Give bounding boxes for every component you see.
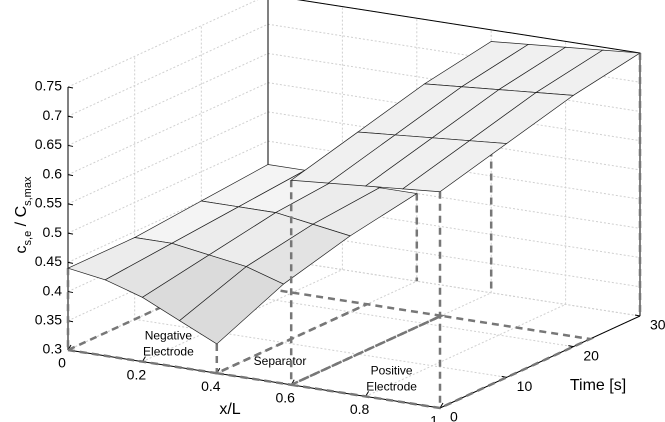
z-tick — [67, 115, 74, 118]
y-tick-label: 10 — [517, 378, 533, 394]
grid-line — [365, 303, 566, 397]
z-tick-label: 0.45 — [35, 253, 62, 269]
surface-patch — [178, 266, 285, 345]
region-label: Negative — [145, 329, 193, 343]
region-label: Separator — [254, 354, 307, 368]
x-tick-label: 1 — [430, 413, 438, 422]
grid-line — [67, 228, 269, 322]
z-tick-label: 0.5 — [43, 224, 63, 240]
grid-line — [67, 140, 269, 234]
grid-line — [67, 82, 269, 176]
y-tick-label: 0 — [450, 409, 458, 422]
grid-line — [267, 257, 641, 317]
z-tick — [67, 86, 74, 89]
axis-line — [439, 315, 641, 409]
z-axis-label-part: s,e — [22, 231, 34, 246]
z-tick-label: 0.35 — [35, 311, 62, 327]
grid-line — [134, 318, 507, 378]
axis-line — [296, 0, 641, 54]
z-axis-label: cs,e / Cs,max — [13, 176, 34, 253]
z-axis-label-part: / C — [13, 206, 30, 231]
z-tick — [67, 203, 74, 206]
x-tick-label: 0 — [58, 355, 66, 371]
y-tick — [634, 314, 641, 317]
z-tick-label: 0.65 — [35, 136, 62, 152]
x-tick — [439, 402, 444, 409]
y-axis-label: Time [s] — [570, 377, 626, 394]
grid-line — [67, 23, 269, 117]
grid-line — [67, 52, 269, 146]
grid-line — [201, 288, 574, 348]
region-label: Electrode — [366, 380, 417, 394]
z-tick-label: 0.55 — [35, 195, 62, 211]
region-label: Positive — [371, 364, 413, 378]
grid-line — [67, 169, 269, 263]
grid-line — [67, 111, 269, 205]
x-axis-label: x/L — [219, 401, 240, 418]
y-tick-label: 30 — [650, 317, 665, 333]
grid-line — [267, 169, 641, 229]
y-tick-label: 20 — [583, 347, 599, 363]
x-tick-label: 0.6 — [275, 390, 295, 406]
z-tick-label: 0.4 — [43, 282, 63, 298]
x-tick-label: 0.8 — [350, 401, 370, 417]
x-tick-label: 0.4 — [201, 378, 221, 394]
region-label: Electrode — [143, 345, 194, 359]
z-tick-label: 0.6 — [43, 165, 63, 181]
z-tick-label: 0.75 — [35, 78, 62, 94]
grid-line — [267, 199, 641, 259]
z-axis-label-part: c — [13, 245, 30, 253]
z-tick — [67, 261, 74, 264]
grid-line — [67, 0, 259, 88]
z-tick — [67, 291, 74, 294]
z-tick — [67, 174, 74, 177]
z-axis-label-part: s,max — [22, 176, 34, 206]
z-tick — [67, 144, 74, 147]
grid-line — [267, 228, 641, 288]
surface-patch — [401, 140, 508, 193]
region-outline — [286, 314, 595, 410]
grid-line — [296, 0, 641, 54]
z-tick — [67, 232, 74, 235]
y-tick — [501, 375, 507, 378]
y-tick — [568, 345, 574, 348]
z-tick-label: 0.7 — [43, 107, 63, 123]
x-tick-label: 0.2 — [127, 366, 147, 382]
z-tick-label: 0.3 — [43, 341, 63, 357]
grid-line — [142, 269, 343, 363]
